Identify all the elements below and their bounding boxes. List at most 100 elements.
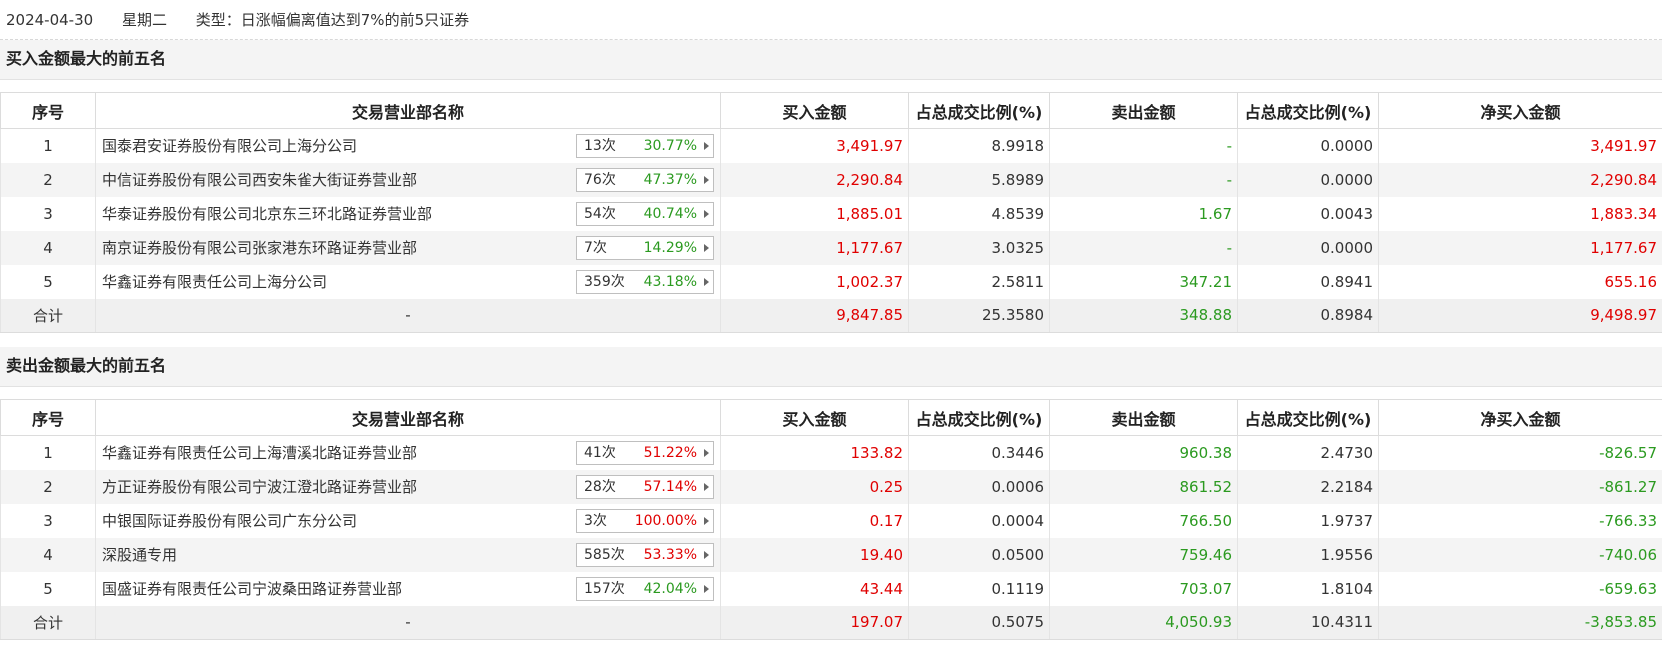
branch-stats-button[interactable]: 3次 100.00% [576,508,714,533]
sell-amount: 960.38 [1049,435,1238,470]
row-index: 4 [0,230,96,265]
branch-name-link[interactable]: 南京证券股份有限公司张家港东环路证券营业部 [102,239,418,257]
total-buy-ratio: 25.3580 [908,298,1050,333]
sell-amount: 759.46 [1049,537,1238,572]
weekday: 星期二 [121,11,167,29]
caret-right-icon [704,277,709,286]
branch-cell: 南京证券股份有限公司张家港东环路证券营业部 7次 14.29% [95,230,721,265]
row-index: 3 [0,503,96,538]
total-net-buy: 9,498.97 [1378,298,1662,333]
branch-stats-button[interactable]: 76次 47.37% [576,167,714,192]
branch-name-link[interactable]: 中银国际证券股份有限公司广东分公司 [102,512,358,530]
branch-cell: 华鑫证券有限责任公司上海分公司 359次 43.18% [95,264,721,299]
success-rate: 14.29% [643,239,697,256]
branch-name-link[interactable]: 华鑫证券有限责任公司上海漕溪北路证券营业部 [102,444,418,463]
caret-right-icon [704,516,709,525]
sell-amount: 766.50 [1049,503,1238,538]
total-row: 合计 -197.07 0.5075 4,050.93 10.4311 -3,853.85 [0,605,1662,640]
appearance-count: 359次 [584,273,625,290]
buy-ratio: 0.0500 [908,537,1050,572]
buy-ratio: 8.9918 [908,128,1050,163]
sell-ratio: 1.9556 [1237,537,1379,572]
net-buy-amount: -861.27 [1378,469,1662,504]
sell-ratio: 0.8941 [1237,264,1379,299]
branch-cell: 华泰证券股份有限公司北京东三环北路证券营业部 54次 40.74% [95,196,721,231]
sell-section-title: 卖出金额最大的前五名 [0,347,1662,387]
row-index: 2 [0,469,96,504]
branch-stats-button[interactable]: 28次 57.14% [576,474,714,499]
buy-amount: 133.82 [720,435,909,470]
net-buy-amount: 1,883.34 [1378,196,1662,231]
branch-stats-button[interactable]: 359次 43.18% [576,269,714,294]
net-buy-amount: -766.33 [1378,503,1662,538]
buy-ratio: 0.3446 [908,435,1050,470]
appearance-count: 76次 [584,171,616,188]
buy-ratio: 0.0004 [908,503,1050,538]
caret-right-icon [704,209,709,218]
success-rate: 51.22% [643,445,697,461]
row-index: 5 [0,571,96,606]
branch-name-link[interactable]: 深股通专用 [102,546,178,564]
branch-name-link[interactable]: 国盛证券有限责任公司宁波桑田路证券营业部 [102,580,403,598]
branch-stats-button[interactable]: 7次 14.29% [576,235,714,260]
branch-cell: 中银国际证券股份有限公司广东分公司 3次 100.00% [95,503,721,538]
sell-ratio: 1.8104 [1237,571,1379,606]
net-buy-amount: 655.16 [1378,264,1662,299]
header-bar: 2024-04-30 星期二 类型：日涨幅偏离值达到7%的前5只证券 [0,0,1662,40]
branch-cell: 国盛证券有限责任公司宁波桑田路证券营业部 157次 42.04% [95,571,721,606]
appearance-count: 157次 [584,580,625,597]
branch-stats-button[interactable]: 41次 51.22% [576,441,714,465]
buy-top5-table: 序号 交易营业部名称 买入金额 占总成交比例(%) 卖出金额 占总成交比例(%)… [0,92,1662,333]
net-buy-amount: -659.63 [1378,571,1662,606]
caret-right-icon [704,584,709,593]
success-rate: 53.33% [643,546,697,563]
col-buy-ratio: 占总成交比例(%) [908,92,1050,129]
branch-name-link[interactable]: 中信证券股份有限公司西安朱雀大街证券营业部 [102,171,418,189]
table-row: 4 深股通专用 585次 53.33% 19.40 0.0500 759.46 1.9556-… [0,537,1662,572]
trade-date: 2024-04-30 [6,11,94,29]
branch-name-link[interactable]: 方正证券股份有限公司宁波江澄北路证券营业部 [102,478,418,496]
branch-name-link[interactable]: 国泰君安证券股份有限公司上海分公司 [102,137,358,156]
appearance-count: 13次 [584,138,616,154]
col-buy-ratio: 占总成交比例(%) [908,399,1050,436]
branch-stats-button[interactable]: 13次 30.77% [576,134,714,158]
branch-name-link[interactable]: 华鑫证券有限责任公司上海分公司 [102,273,328,291]
sell-amount: 1.67 [1049,196,1238,231]
table-header-row: 序号 交易营业部名称 买入金额 占总成交比例(%) 卖出金额 占总成交比例(%)… [0,399,1662,436]
total-name-dash: - [95,298,721,333]
appearance-count: 28次 [584,478,616,495]
branch-stats-button[interactable]: 54次 40.74% [576,201,714,226]
sell-ratio: 1.9737 [1237,503,1379,538]
branch-cell: 深股通专用 585次 53.33% [95,537,721,572]
caret-right-icon [704,175,709,184]
sell-ratio: 0.0000 [1237,162,1379,197]
sell-amount: 703.07 [1049,571,1238,606]
net-buy-amount: -826.57 [1378,435,1662,470]
sell-ratio: 0.0000 [1237,128,1379,163]
buy-amount: 3,491.97 [720,128,909,163]
sell-ratio: 2.2184 [1237,469,1379,504]
success-rate: 47.37% [643,171,697,188]
branch-stats-button[interactable]: 157次 42.04% [576,576,714,601]
buy-section-title: 买入金额最大的前五名 [0,40,1662,80]
total-buy-amount: 197.07 [720,605,909,640]
col-index: 序号 [0,399,96,436]
caret-right-icon [704,482,709,491]
col-index: 序号 [0,92,96,129]
sell-top5-table: 序号 交易营业部名称 买入金额 占总成交比例(%) 卖出金额 占总成交比例(%)… [0,399,1662,640]
buy-ratio: 5.8989 [908,162,1050,197]
buy-amount: 19.40 [720,537,909,572]
net-buy-amount: 1,177.67 [1378,230,1662,265]
buy-ratio: 0.0006 [908,469,1050,504]
buy-ratio: 0.1119 [908,571,1050,606]
branch-name-link[interactable]: 华泰证券股份有限公司北京东三环北路证券营业部 [102,205,433,223]
appearance-count: 585次 [584,546,625,563]
appearance-count: 41次 [584,445,616,461]
col-branch-name: 交易营业部名称 [95,92,721,129]
caret-right-icon [704,550,709,559]
success-rate: 57.14% [643,478,697,495]
table-row: 1 华鑫证券有限责任公司上海漕溪北路证券营业部 41次 51.22% 133.82 0.3… [0,435,1662,470]
branch-stats-button[interactable]: 585次 53.33% [576,542,714,567]
row-index: 5 [0,264,96,299]
table-row: 4 南京证券股份有限公司张家港东环路证券营业部 7次 14.29% 1,177.67 3.… [0,230,1662,265]
